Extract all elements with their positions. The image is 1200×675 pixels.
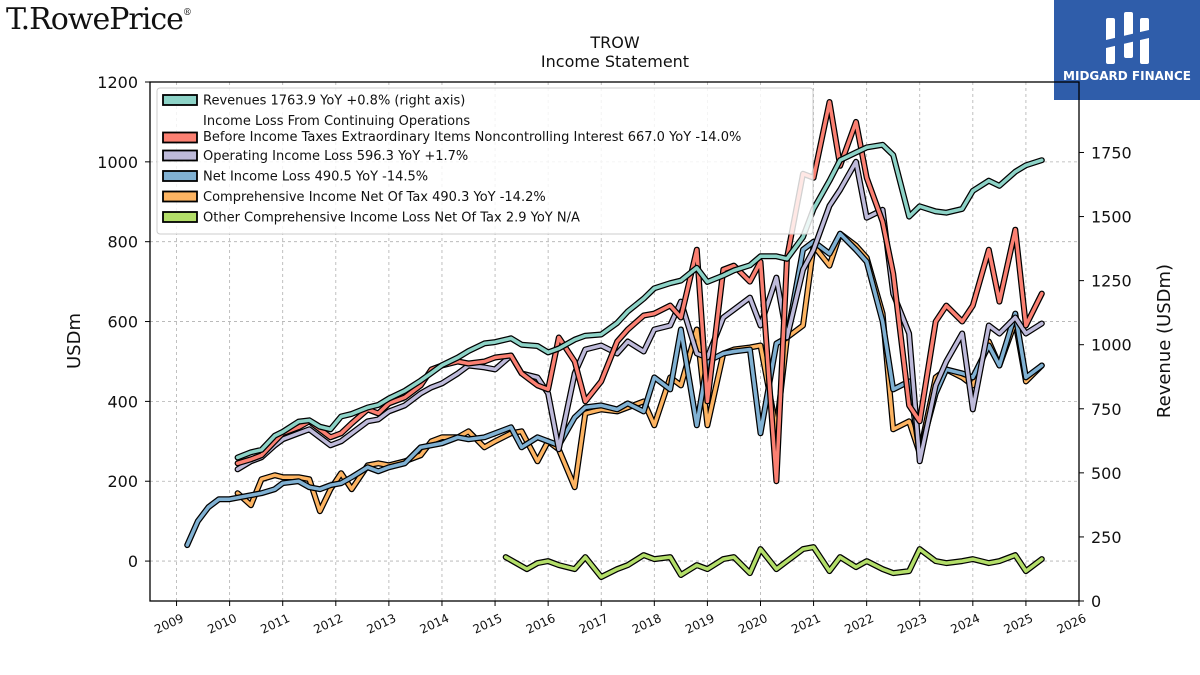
legend-box [156,87,814,235]
brand-logo: T.RowePrice® [6,2,192,37]
series-line-net [185,231,1044,547]
x-tick-label: 2016 [524,611,558,637]
y2-tick-label: 1500 [1091,208,1132,227]
x-tick-label: 2014 [418,611,452,637]
chart-subtitle: Income Statement [541,52,689,71]
x-tick-label: 2018 [630,611,664,637]
y-tick-label: 600 [107,313,138,332]
x-tick-label: 2012 [311,611,345,637]
legend-label-net: Net Income Loss 490.5 YoY -14.5% [203,170,428,185]
y2-tick-label: 500 [1091,464,1122,483]
x-tick-label: 2025 [1002,611,1036,637]
chart-title: TROW [589,33,639,52]
legend: Revenues 1763.9 YoY +0.8% (right axis) In… [156,87,814,235]
series-line-comprehensive [235,231,1044,513]
x-tick-label: 2023 [895,611,929,637]
y2-axis-label: Revenue (USDm) [1154,264,1175,418]
y-tick-label: 0 [128,552,138,571]
x-tick-label: 2015 [471,611,505,637]
y2-tick-label: 0 [1091,592,1101,611]
y2-tick-label: 250 [1091,528,1122,547]
y-tick-label: 1000 [97,153,138,172]
series-outline-comprehensive [234,230,1045,515]
legend-swatch-revenues [162,94,198,106]
x-tick-label: 2024 [948,611,982,637]
legend-swatch-operating [162,149,198,162]
watermark-logo-icon [1106,12,1149,64]
y2-tick-label: 750 [1091,400,1122,419]
legend-swatch-net [162,170,198,182]
series-line-oci [503,545,1044,579]
legend-label-revenues: Revenues 1763.9 YoY +0.8% (right axis) [203,94,465,109]
series-line-operating [235,160,1044,472]
y-tick-label: 400 [107,392,138,411]
legend-label-operating: Operating Income Loss 596.3 YoY +1.7% [203,149,468,164]
legend-label-pretax: Income Loss From Continuing Operations Be… [203,114,741,145]
x-tick-label: 2010 [205,611,239,637]
legend-swatch-comprehensive [162,190,198,203]
x-tick-label: 2022 [842,611,876,637]
x-tick-label: 2019 [683,611,717,637]
x-tick-label: 2013 [365,611,399,637]
x-tick-label: 2017 [577,611,611,637]
y-axis-label: USDm [64,313,85,369]
legend-label-oci: Other Comprehensive Income Loss Net Of T… [203,211,580,226]
legend-label-comprehensive: Comprehensive Income Net Of Tax 490.3 Yo… [203,190,546,205]
y-tick-label: 800 [107,233,138,252]
plot-frame [149,81,1080,602]
series-line-revenues [235,143,1044,460]
series-lines [184,99,1045,580]
y2-tick-label: 1750 [1091,143,1132,162]
y-tick-label: 200 [107,472,138,491]
x-tick-label: 2026 [1055,611,1089,637]
x-tick-label: 2009 [152,611,186,637]
y-tick-label: 1200 [97,73,138,92]
watermark-badge: MIDGARD FINANCE [1054,0,1200,100]
x-tick-label: 2011 [258,611,292,637]
x-tick-label: 2020 [736,611,770,637]
x-tick-label: 2021 [789,611,823,637]
y2-tick-label: 1000 [1091,336,1132,355]
legend-swatch-oci [162,211,198,223]
y2-tick-label: 1250 [1091,272,1132,291]
legend-swatch-pretax [162,131,198,144]
watermark-text: MIDGARD FINANCE [1063,69,1191,83]
series-line-pretax [235,100,1044,483]
